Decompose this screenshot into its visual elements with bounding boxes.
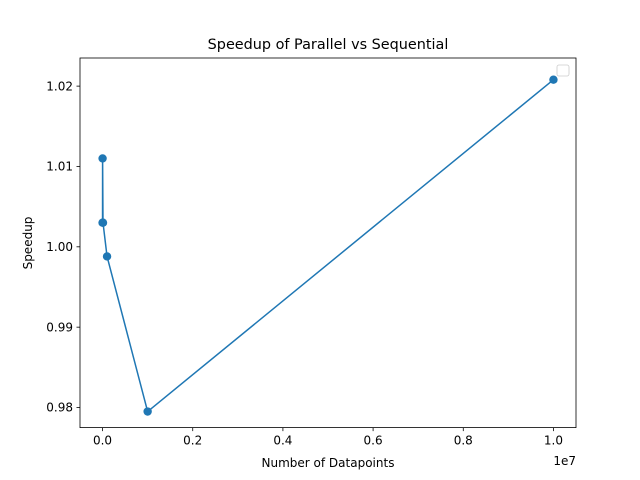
data-point bbox=[549, 75, 558, 84]
y-tick-label: 0.99 bbox=[46, 320, 73, 334]
x-tick-label: 0.6 bbox=[364, 434, 383, 448]
axes-frame bbox=[79, 57, 577, 429]
y-axis-ticks: 0.98 0.99 1.00 1.01 1.02 bbox=[46, 79, 80, 415]
x-axis-offset-label: 1e7 bbox=[553, 454, 576, 468]
x-tick-label: 1.0 bbox=[544, 434, 563, 448]
data-point bbox=[143, 407, 152, 416]
data-point bbox=[98, 218, 108, 227]
y-tick-label: 1.01 bbox=[46, 160, 73, 174]
plot-area bbox=[98, 75, 558, 416]
x-tick-label: 0.4 bbox=[273, 434, 292, 448]
chart-title: Speedup of Parallel vs Sequential bbox=[208, 37, 449, 53]
y-tick-label: 1.00 bbox=[46, 240, 73, 254]
series-line bbox=[101, 79, 554, 413]
x-axis-ticks: 0.0 0.2 0.4 0.6 0.8 1.0 bbox=[93, 427, 563, 448]
x-tick-label: 0.8 bbox=[454, 434, 473, 448]
x-axis-label: Number of Datapoints bbox=[262, 456, 395, 470]
legend-box bbox=[556, 64, 570, 77]
data-point bbox=[98, 154, 107, 163]
x-tick-label: 0.0 bbox=[93, 434, 112, 448]
y-tick-label: 0.98 bbox=[46, 401, 73, 415]
y-axis-label: Speedup bbox=[21, 217, 35, 270]
x-tick-label: 0.2 bbox=[183, 434, 202, 448]
data-point bbox=[102, 252, 112, 261]
y-tick-label: 1.02 bbox=[46, 79, 73, 93]
